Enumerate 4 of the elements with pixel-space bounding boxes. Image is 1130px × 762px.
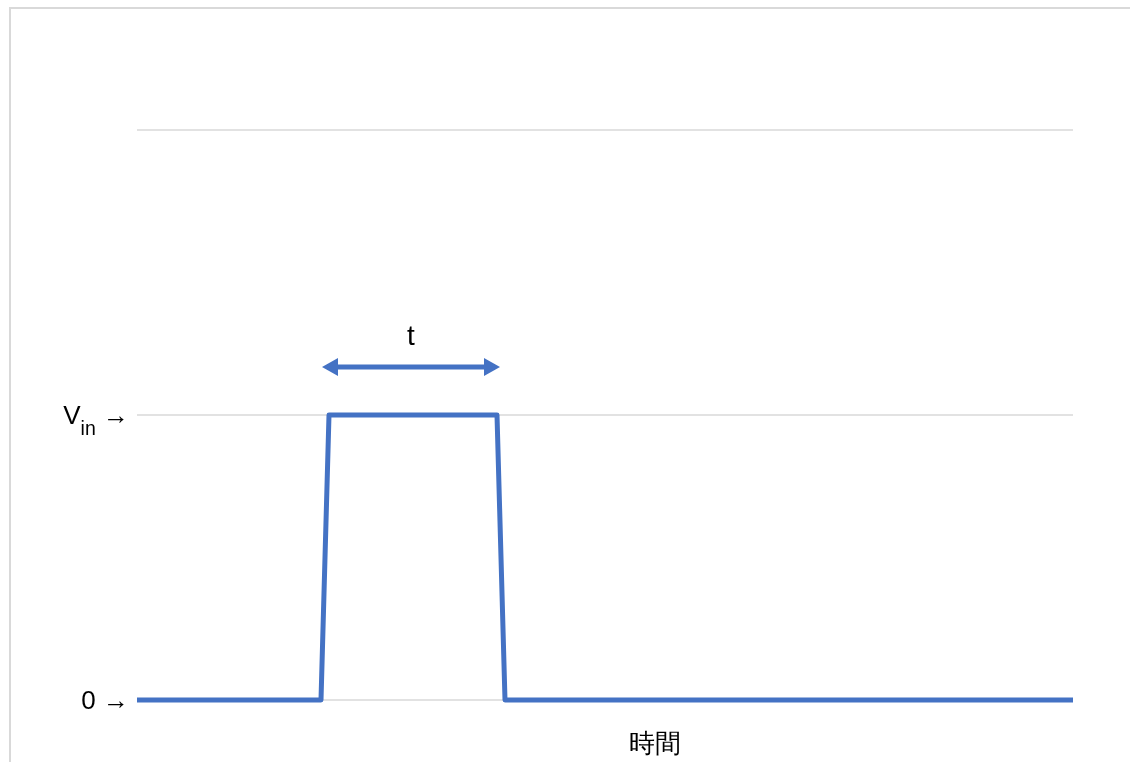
x-axis-title: 時間 [629,728,681,758]
ref-line-label: 0 → [81,685,129,715]
ref-line-label: V$_{in}$ → [63,400,129,439]
text: t [407,320,416,351]
